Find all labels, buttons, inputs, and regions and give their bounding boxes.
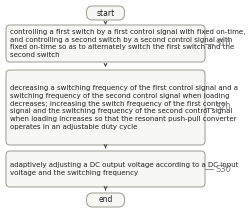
Text: controlling a first switch by a first control signal with fixed on-time,
and con: controlling a first switch by a first co… [10,29,246,58]
FancyBboxPatch shape [6,151,205,187]
FancyBboxPatch shape [86,6,124,20]
Text: end: end [98,196,113,204]
FancyBboxPatch shape [6,70,205,145]
Text: S30: S30 [215,164,231,174]
FancyBboxPatch shape [86,193,124,207]
Text: decreasing a switching frequency of the first control signal and a
switching fre: decreasing a switching frequency of the … [10,85,238,130]
Text: start: start [96,9,114,17]
FancyBboxPatch shape [6,25,205,62]
Text: S20: S20 [215,103,231,112]
Text: adaptively adjusting a DC output voltage according to a DC input
voltage and the: adaptively adjusting a DC output voltage… [10,162,238,176]
Text: S10: S10 [215,39,231,48]
